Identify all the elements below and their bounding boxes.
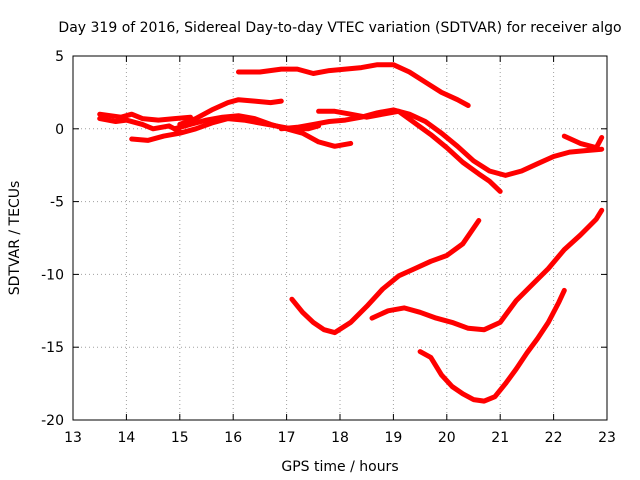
- y-tick-label: 0: [55, 122, 64, 138]
- x-tick-label: 23: [598, 430, 616, 446]
- x-tick-label: 19: [384, 430, 402, 446]
- series-layer: [97, 62, 605, 404]
- x-tick-label: 18: [331, 430, 349, 446]
- x-tick-label: 14: [117, 430, 135, 446]
- series-track-4: [172, 113, 354, 149]
- chart-title: Day 319 of 2016, Sidereal Day-to-day VTE…: [58, 20, 621, 36]
- y-tick-label: -5: [50, 195, 64, 211]
- x-tick-label: 13: [64, 430, 82, 446]
- series-track-8: [278, 107, 605, 178]
- x-tick-label: 22: [545, 430, 563, 446]
- x-tick-label: 21: [491, 430, 509, 446]
- x-axis-title: GPS time / hours: [281, 459, 398, 475]
- series-track-9: [561, 133, 605, 151]
- plot-frame: [72, 55, 608, 421]
- series-track-11: [369, 207, 605, 333]
- series-track-10: [289, 218, 482, 336]
- x-tick-label: 20: [438, 430, 456, 446]
- y-tick-label: -15: [41, 340, 64, 356]
- ticks-layer: 13 14 15 16 17 18 19 20 21 22 23 5 0 -5 -10 -15 -20: [41, 49, 616, 446]
- series-track-7: [316, 108, 503, 194]
- series-track-6: [236, 62, 471, 108]
- y-axis-title: SDTVAR / TECUs: [7, 181, 23, 296]
- y-tick-label: -10: [41, 267, 64, 283]
- series-track-5: [177, 97, 284, 127]
- series-track-2: [97, 116, 183, 135]
- series-track-12: [417, 287, 567, 404]
- y-tick-label: -20: [41, 413, 64, 429]
- y-tick-label: 5: [55, 49, 64, 65]
- x-tick-label: 15: [171, 430, 189, 446]
- x-tick-label: 17: [278, 430, 296, 446]
- series-track-1: [97, 111, 193, 123]
- x-tick-label: 16: [224, 430, 242, 446]
